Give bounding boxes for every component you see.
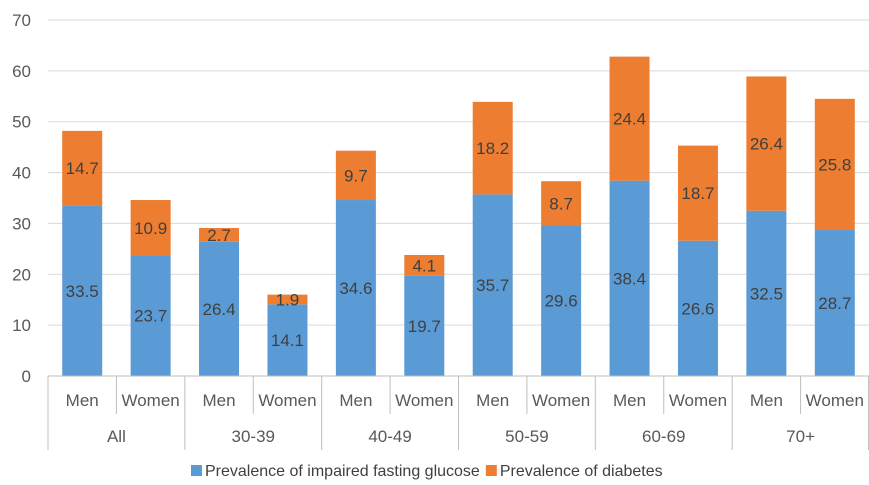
bar-segment-impaired-fasting-glucose	[267, 304, 308, 376]
data-label: 23.7	[134, 307, 167, 326]
data-label: 26.4	[202, 300, 235, 319]
bar-segment-impaired-fasting-glucose	[62, 205, 103, 376]
x-group-label: 50-59	[505, 427, 548, 446]
x-category-label: Women	[669, 391, 727, 410]
bar-segment-diabetes	[404, 254, 445, 276]
data-label: 24.4	[613, 110, 646, 129]
data-label: 1.9	[276, 290, 300, 309]
y-tick-label: 0	[22, 367, 31, 386]
legend: Prevalence of impaired fasting glucose Pr…	[191, 463, 663, 480]
data-label: 34.6	[339, 279, 372, 298]
data-label: 32.5	[750, 284, 783, 303]
gridlines	[48, 19, 869, 326]
bar-segment-diabetes	[609, 56, 650, 181]
y-tick-label: 60	[12, 62, 31, 81]
legend-swatch	[485, 465, 497, 476]
data-label: 26.4	[750, 135, 783, 154]
x-category-label: Men	[66, 391, 99, 410]
bar-segment-diabetes	[814, 98, 855, 231]
y-tick-label: 70	[12, 11, 31, 30]
data-label: 8.7	[549, 194, 573, 213]
data-label: 2.7	[207, 226, 231, 245]
bar-segment-impaired-fasting-glucose	[472, 194, 513, 376]
data-label: 9.7	[344, 166, 368, 185]
x-category-label: Women	[532, 391, 590, 410]
bar-segment-impaired-fasting-glucose	[130, 255, 171, 376]
bar-segment-impaired-fasting-glucose	[199, 241, 240, 376]
bar-segment-diabetes	[199, 228, 240, 242]
bar-segment-diabetes	[62, 130, 103, 206]
bar-segment-diabetes	[541, 181, 582, 226]
bar-segment-diabetes	[677, 145, 718, 241]
x-category-label: Men	[339, 391, 372, 410]
data-label: 35.7	[476, 276, 509, 295]
y-tick-label: 50	[12, 113, 31, 132]
data-label: 10.9	[134, 219, 167, 238]
legend-label: Prevalence of impaired fasting glucose	[205, 463, 480, 480]
y-tick-label: 40	[12, 164, 31, 183]
x-category-label: Men	[476, 391, 509, 410]
data-label: 33.5	[66, 282, 99, 301]
bar-segment-diabetes	[472, 101, 513, 195]
x-category-label: Men	[613, 391, 646, 410]
bar-segment-impaired-fasting-glucose	[404, 275, 445, 376]
data-label: 29.6	[545, 292, 578, 311]
data-label: 38.4	[613, 269, 646, 288]
legend-swatch	[191, 465, 202, 476]
x-category-label: Women	[395, 391, 453, 410]
data-label: 4.1	[412, 256, 436, 275]
y-axis: 0 10 20 30 40 50 60 70	[12, 11, 31, 386]
y-tick-label: 30	[12, 214, 31, 233]
x-group-label: 40-49	[368, 427, 411, 446]
data-label: 18.7	[681, 184, 714, 203]
x-category-label: Men	[203, 391, 236, 410]
bar-segment-diabetes	[335, 150, 376, 201]
bar-segment-impaired-fasting-glucose	[335, 200, 376, 376]
y-tick-label: 20	[12, 265, 31, 284]
bar-segment-impaired-fasting-glucose	[541, 225, 582, 376]
bar-segment-impaired-fasting-glucose	[677, 240, 718, 376]
legend-label: Prevalence of diabetes	[500, 463, 663, 480]
x-category-label: Women	[121, 391, 179, 410]
x-category-label: Women	[258, 391, 316, 410]
data-label: 18.2	[476, 139, 509, 158]
bar-segment-diabetes	[130, 200, 171, 256]
x-group-label: 70+	[786, 427, 815, 446]
bar-segment-impaired-fasting-glucose	[746, 210, 787, 376]
data-label: 14.1	[271, 331, 304, 350]
x-group-label: All	[107, 427, 126, 446]
data-label: 14.7	[66, 159, 99, 178]
bar-segment-diabetes	[267, 294, 308, 305]
data-label: 25.8	[818, 155, 851, 174]
bar-segment-diabetes	[746, 76, 787, 211]
bar-segment-impaired-fasting-glucose	[814, 230, 855, 376]
bars	[62, 56, 855, 376]
x-group-label: 30-39	[232, 427, 275, 446]
data-label: 19.7	[408, 317, 441, 336]
x-category-label: Men	[750, 391, 783, 410]
x-category-label: Women	[806, 391, 864, 410]
x-group-label: 60-69	[642, 427, 685, 446]
data-label: 28.7	[818, 294, 851, 313]
x-axis: Men Women Men Women Men Women Men Women Men Women…	[47, 375, 869, 450]
data-label: 26.6	[681, 299, 714, 318]
data-labels: 33.5 14.7 23.7 10.9 26.4 2.7 14.1 1.9 34.6 9.7 19.…	[66, 110, 852, 350]
bar-segment-impaired-fasting-glucose	[609, 180, 650, 376]
y-tick-label: 10	[12, 316, 31, 335]
